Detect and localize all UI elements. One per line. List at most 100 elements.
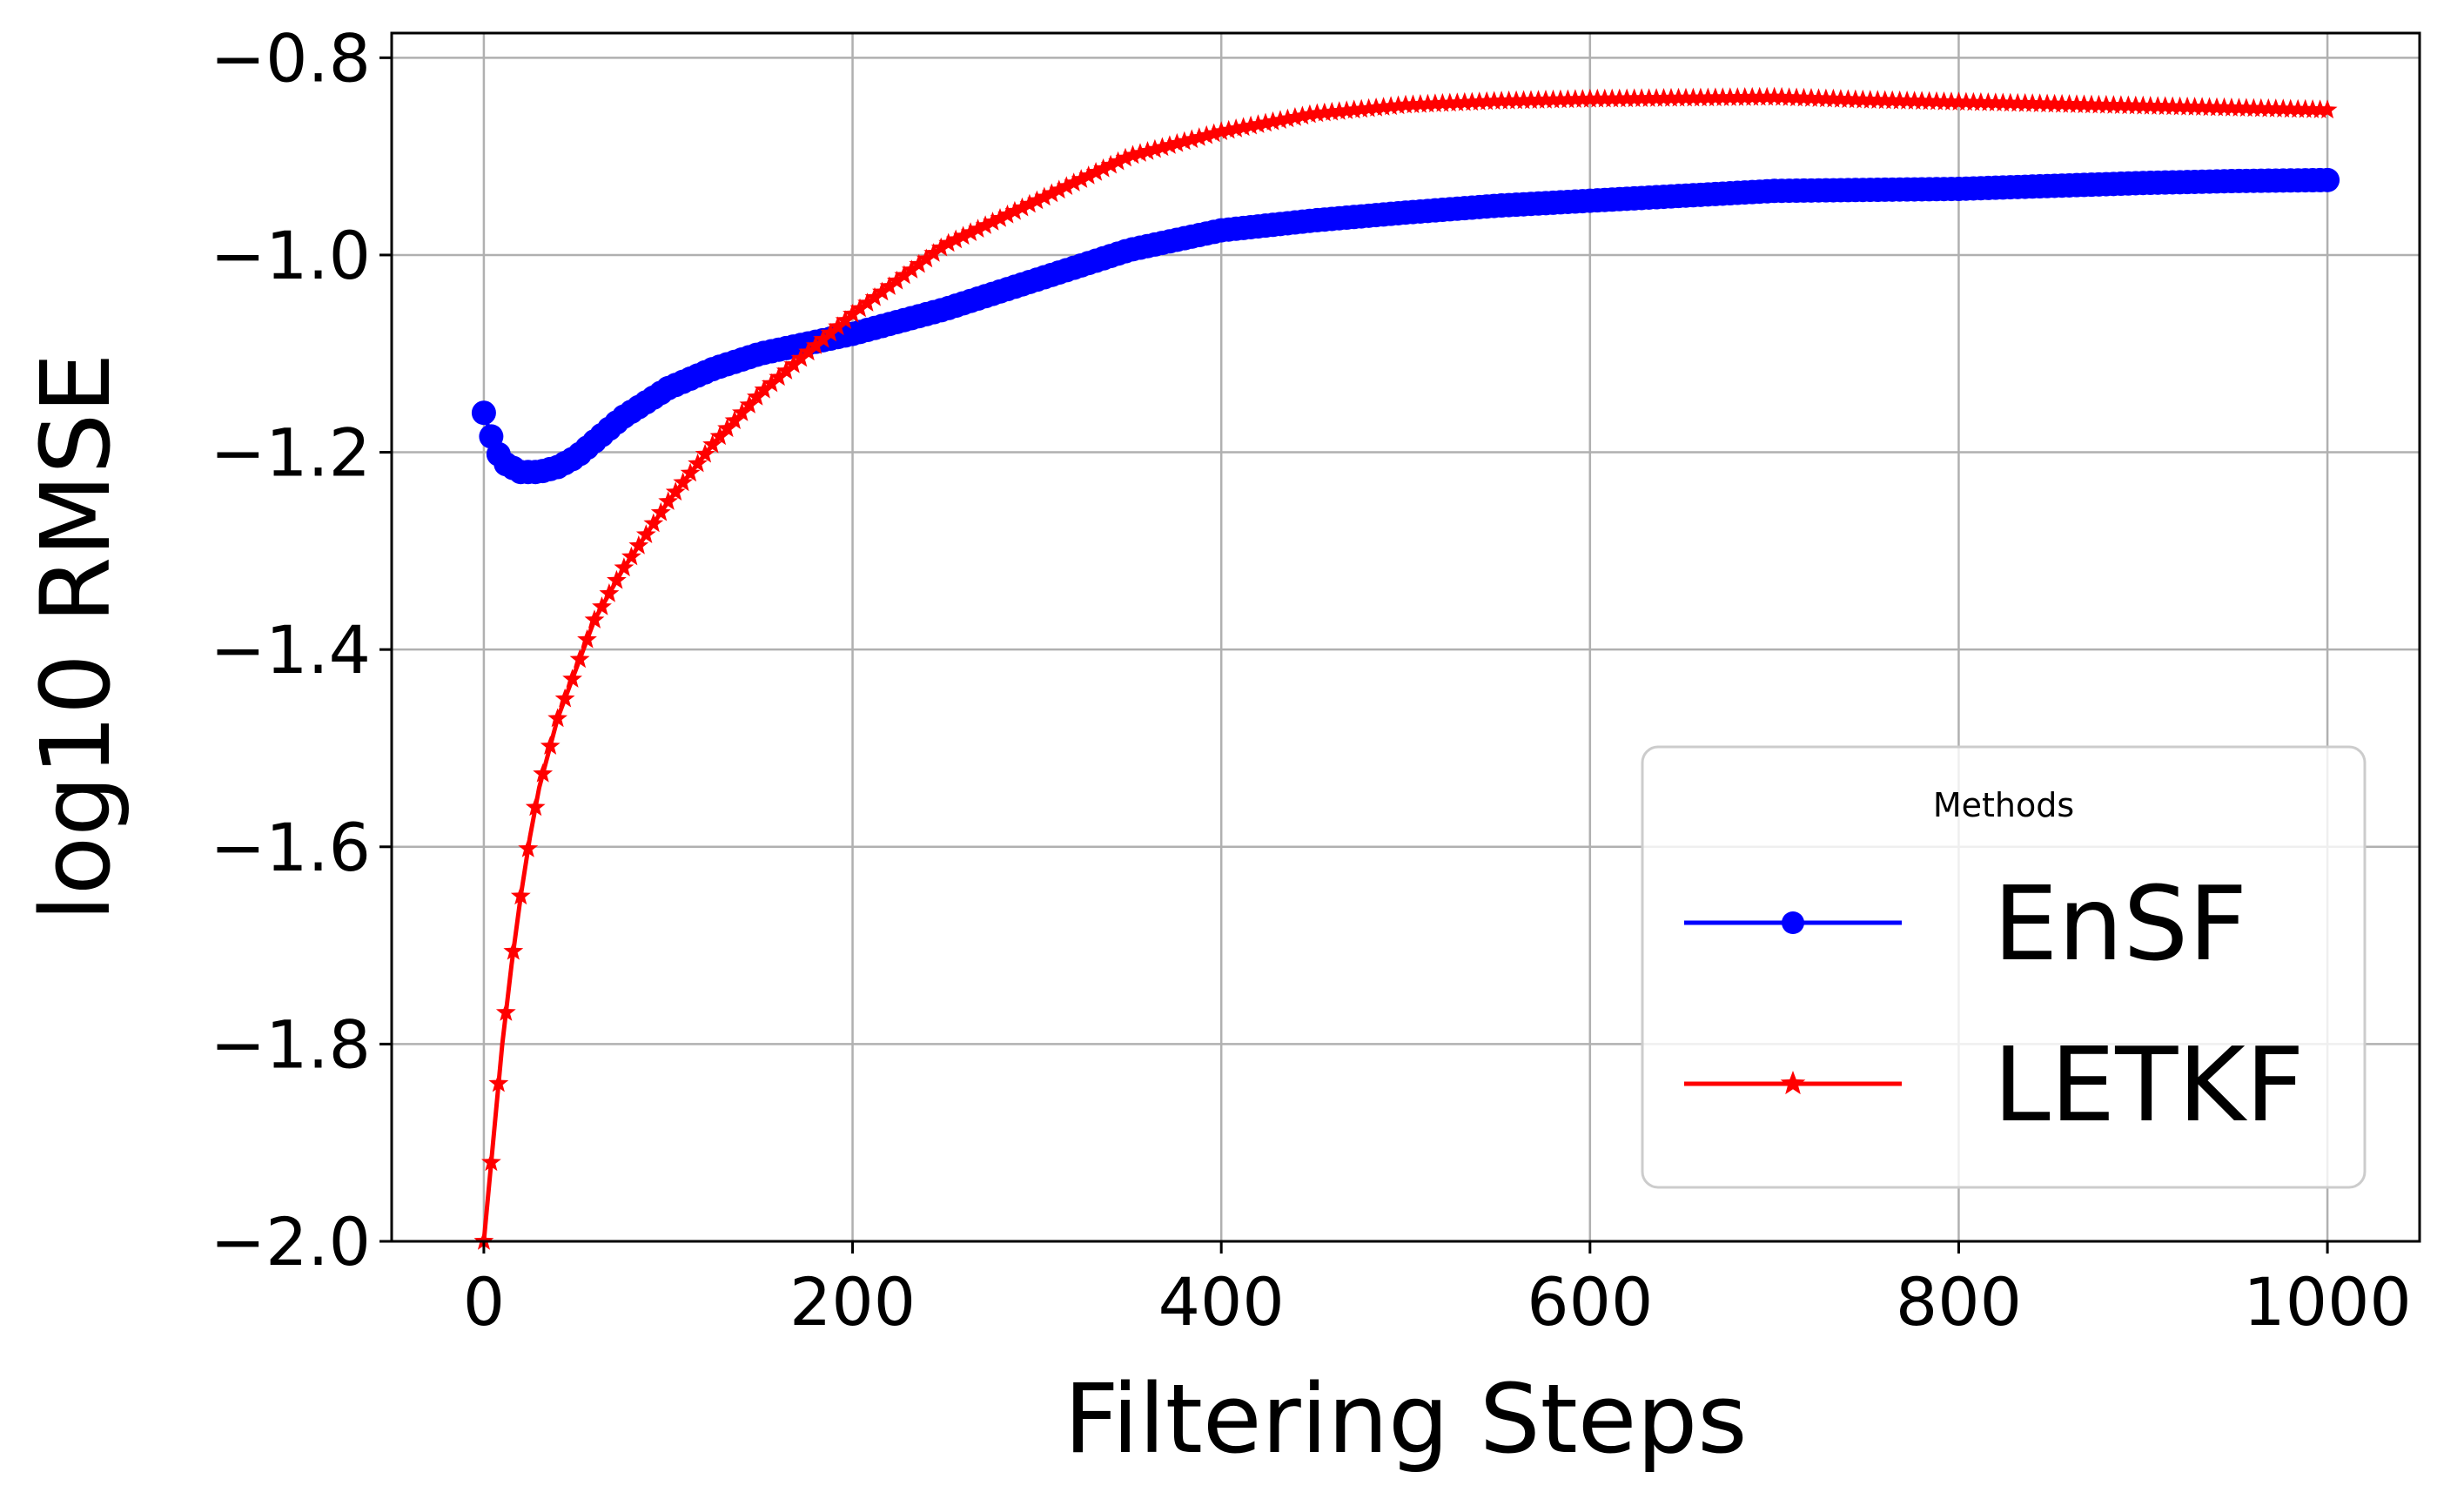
data-point-letkf xyxy=(1240,115,1261,135)
data-point-letkf xyxy=(2015,92,2036,112)
data-point-letkf xyxy=(754,379,775,399)
data-point-letkf xyxy=(1624,88,1645,108)
legend: Methods EnSF LETKF xyxy=(1641,745,2367,1189)
data-point-letkf xyxy=(1410,94,1431,113)
data-point-letkf xyxy=(2258,97,2279,118)
data-point-letkf xyxy=(1049,179,1070,199)
data-point-letkf xyxy=(488,1072,509,1092)
data-point-letkf xyxy=(761,373,782,393)
data-point-letkf xyxy=(1418,93,1438,113)
data-point-letkf xyxy=(592,596,612,615)
data-point-letkf xyxy=(1454,91,1475,111)
data-point-letkf xyxy=(739,394,760,413)
data-point-letkf xyxy=(790,347,811,367)
data-point-letkf xyxy=(1395,94,1416,114)
data-point-letkf xyxy=(2192,97,2212,116)
data-point-letkf xyxy=(607,569,627,589)
data-point-letkf xyxy=(1712,87,1733,106)
data-point-letkf xyxy=(805,335,826,354)
data-point-letkf xyxy=(1499,90,1519,110)
data-point-letkf xyxy=(2244,97,2264,118)
data-point-letkf xyxy=(938,232,959,252)
data-point-letkf xyxy=(1233,117,1253,137)
data-point-letkf xyxy=(1749,86,1770,106)
x-tick-label: 200 xyxy=(789,1263,916,1341)
data-point-letkf xyxy=(503,940,524,960)
data-point-letkf xyxy=(2310,99,2330,118)
legend-item-letkf: LETKF xyxy=(1684,1025,2305,1145)
data-point-letkf xyxy=(1852,89,1873,109)
data-point-ensf xyxy=(471,400,496,426)
data-point-letkf xyxy=(1535,90,1556,109)
data-point-letkf xyxy=(1292,105,1313,125)
data-point-letkf xyxy=(1469,91,1490,111)
legend-label-ensf: EnSF xyxy=(1993,864,2247,984)
data-point-letkf xyxy=(1403,94,1423,114)
data-point-letkf xyxy=(2162,96,2183,116)
data-point-letkf xyxy=(2147,96,2168,115)
data-point-letkf xyxy=(2007,92,2028,112)
data-point-letkf xyxy=(547,708,567,728)
data-point-letkf xyxy=(1012,197,1032,217)
data-point-letkf xyxy=(1543,89,1563,109)
data-point-letkf xyxy=(717,418,737,438)
data-point-letkf xyxy=(1336,100,1357,119)
data-point-letkf xyxy=(643,513,664,533)
data-point-letkf xyxy=(1108,151,1128,171)
data-point-letkf xyxy=(835,310,856,329)
data-point-letkf xyxy=(2096,94,2117,114)
data-point-letkf xyxy=(518,838,539,857)
y-tick-label: −1.2 xyxy=(210,414,371,492)
data-point-letkf xyxy=(1616,88,1637,108)
x-tick-label: 800 xyxy=(1896,1263,2022,1341)
data-point-letkf xyxy=(1248,114,1268,133)
data-point-letkf xyxy=(1609,88,1630,108)
data-point-letkf xyxy=(1204,123,1225,143)
data-point-letkf xyxy=(1359,97,1379,118)
data-point-letkf xyxy=(828,316,848,336)
legend-items: EnSF LETKF xyxy=(1684,864,2305,1145)
data-point-letkf xyxy=(1366,97,1386,117)
data-point-letkf xyxy=(945,229,966,249)
legend-item-ensf: EnSF xyxy=(1684,864,2247,984)
legend-marker-letkf xyxy=(1780,1071,1806,1095)
data-point-letkf xyxy=(1476,91,1497,111)
data-point-letkf xyxy=(1123,145,1143,165)
data-point-letkf xyxy=(1093,158,1113,178)
data-point-letkf xyxy=(1595,88,1615,108)
data-point-letkf xyxy=(1278,108,1298,128)
data-point-letkf xyxy=(569,649,590,669)
data-point-letkf xyxy=(1550,89,1571,109)
data-point-letkf xyxy=(887,270,907,290)
data-point-letkf xyxy=(2155,96,2176,116)
data-point-letkf xyxy=(1306,103,1327,123)
data-point-letkf xyxy=(1964,91,1984,111)
data-point-letkf xyxy=(843,303,863,323)
data-point-letkf xyxy=(2170,96,2190,116)
data-point-letkf xyxy=(857,292,877,312)
legend-marker-ensf xyxy=(1782,911,1804,934)
data-point-letkf xyxy=(1138,141,1158,160)
data-point-letkf xyxy=(584,609,605,629)
data-point-letkf xyxy=(1019,193,1040,213)
data-point-letkf xyxy=(510,885,531,905)
data-point-letkf xyxy=(533,763,554,783)
y-tick-label: −1.0 xyxy=(210,217,371,294)
data-point-letkf xyxy=(872,281,892,301)
data-point-letkf xyxy=(1078,165,1099,185)
y-axis-label: log10 RMSE xyxy=(20,353,131,921)
series-letkf xyxy=(473,86,2338,1250)
data-point-letkf xyxy=(1668,87,1689,107)
data-point-letkf xyxy=(1558,89,1578,109)
data-point-letkf xyxy=(1270,110,1291,129)
data-point-letkf xyxy=(724,410,745,429)
data-point-letkf xyxy=(1159,135,1180,154)
data-point-letkf xyxy=(2089,94,2109,114)
data-point-letkf xyxy=(983,212,1003,231)
data-point-letkf xyxy=(621,546,641,566)
data-point-letkf xyxy=(495,1002,516,1021)
data-point-ensf xyxy=(2315,167,2340,192)
data-point-letkf xyxy=(525,797,546,817)
data-point-letkf xyxy=(2229,97,2249,117)
data-point-letkf xyxy=(658,491,679,510)
